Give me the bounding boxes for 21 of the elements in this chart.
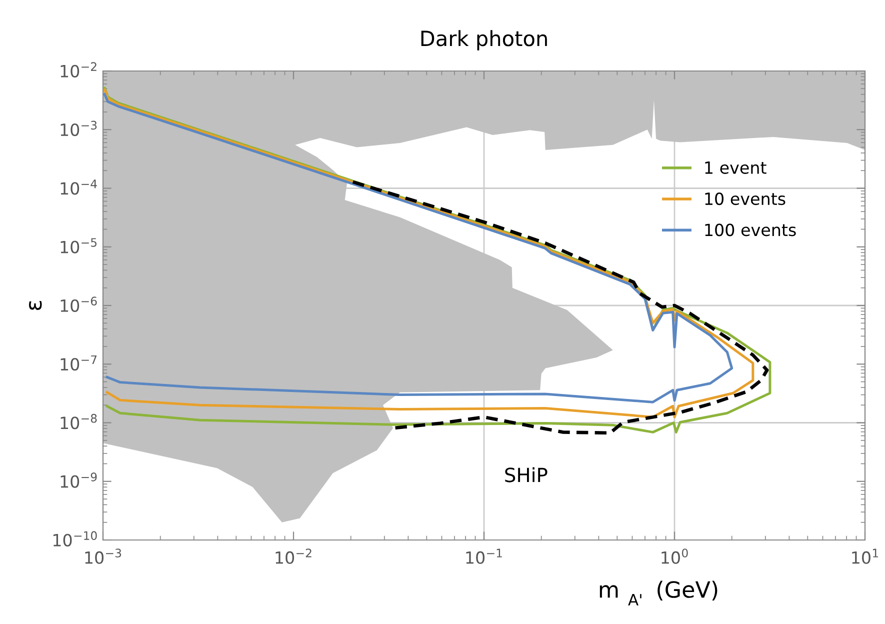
annotation: SHiP bbox=[505, 467, 548, 482]
x-tick-label: 10$^{−2}$ bbox=[276, 548, 312, 564]
y-tick-label: 10$^{−9}$ bbox=[60, 472, 97, 488]
x-tick-label: 10$^{1}$ bbox=[852, 548, 878, 564]
x-tick-label: 10$^{0}$ bbox=[662, 548, 688, 564]
y-tick-label: 10$^{−8}$ bbox=[60, 414, 97, 430]
y-tick-label: 10$^{−4}$ bbox=[60, 180, 97, 195]
x-tick-label: 10$^{−3}$ bbox=[85, 548, 122, 564]
x-tick-label: 10$^{−1}$ bbox=[466, 548, 502, 564]
y-tick-label: 10$^{−7}$ bbox=[60, 355, 97, 371]
y-tick-label: 10$^{−6}$ bbox=[60, 296, 97, 312]
y-tick-label: 10$^{−10}$ bbox=[53, 531, 97, 546]
legend-label: 10 events bbox=[705, 192, 786, 206]
chart-title: Dark photon bbox=[421, 30, 547, 50]
y-tick-label: 10$^{−2}$ bbox=[60, 62, 96, 78]
y-tick-label: 10$^{−5}$ bbox=[60, 238, 97, 254]
x-axis-title: mA' (GeV) bbox=[600, 580, 718, 606]
legend-label: 1 event bbox=[705, 162, 766, 174]
y-tick-label: 10$^{−3}$ bbox=[60, 120, 97, 136]
legend-label: 100 events bbox=[705, 224, 796, 236]
y-axis-title: ε bbox=[29, 301, 42, 310]
